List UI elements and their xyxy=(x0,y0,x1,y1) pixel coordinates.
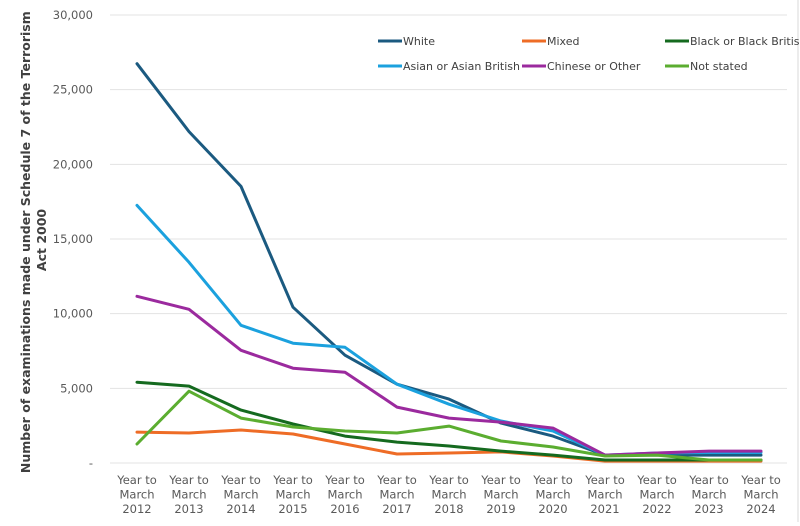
legend: White Mixed Black or Black British Asian or… xyxy=(378,35,800,73)
x-tick-label: Year to March 2014 xyxy=(220,473,261,516)
legend-label: Mixed xyxy=(547,35,579,48)
x-tick-label: Year to March 2021 xyxy=(584,473,625,516)
y-tick-label: 25,000 xyxy=(53,83,93,97)
y-tick-label: 20,000 xyxy=(53,157,93,171)
y-tick-labels: - 5,000 10,000 15,000 20,000 25,000 30,000 xyxy=(53,8,93,470)
series-line-black-or-black-british xyxy=(135,380,763,462)
legend-item: Not stated xyxy=(665,60,748,73)
legend-label: Not stated xyxy=(690,60,748,73)
x-tick-label: Year to March 2012 xyxy=(116,473,157,516)
legend-item: Black or Black British xyxy=(665,35,800,48)
y-tick-label: 15,000 xyxy=(53,232,93,246)
gridlines xyxy=(110,14,787,464)
series-line-not-stated xyxy=(135,389,763,462)
legend-label: White xyxy=(403,35,435,48)
x-tick-label: Year to March 2023 xyxy=(688,473,729,516)
legend-item: Asian or Asian British xyxy=(378,60,520,73)
x-tick-label: Year to March 2020 xyxy=(532,473,573,516)
x-tick-label: Year to March 2018 xyxy=(428,473,469,516)
x-tick-label: Year to March 2016 xyxy=(324,473,365,516)
legend-label: Black or Black British xyxy=(690,35,800,48)
y-axis-title: Number of examinations made under Schedu… xyxy=(18,7,49,473)
legend-label: Asian or Asian British xyxy=(403,60,520,73)
x-tick-label: Year to March 2024 xyxy=(740,473,781,516)
x-tick-label: Year to March 2019 xyxy=(480,473,521,516)
series-line-chinese-or-other xyxy=(135,294,763,457)
x-tick-label: Year to March 2013 xyxy=(168,473,209,516)
y-axis-title-line-2: Act 2000 xyxy=(34,209,49,272)
y-axis-title-line-1: Number of examinations made under Schedu… xyxy=(18,11,33,473)
y-tick-label: 5,000 xyxy=(60,381,93,395)
x-tick-label: Year to March 2017 xyxy=(376,473,417,516)
x-tick-labels: Year to March 2012 Year to March 2013 Year to M… xyxy=(116,473,781,516)
x-tick-label: Year to March 2015 xyxy=(272,473,313,516)
legend-item: Mixed xyxy=(522,35,579,48)
legend-item: Chinese or Other xyxy=(522,60,641,73)
legend-item: White xyxy=(378,35,435,48)
x-tick-label: Year to March 2022 xyxy=(636,473,677,516)
y-tick-label: 30,000 xyxy=(53,8,93,22)
legend-label: Chinese or Other xyxy=(547,60,641,73)
series-lines xyxy=(135,62,763,463)
y-tick-label: 10,000 xyxy=(53,307,93,321)
y-tick-label: - xyxy=(89,456,93,470)
